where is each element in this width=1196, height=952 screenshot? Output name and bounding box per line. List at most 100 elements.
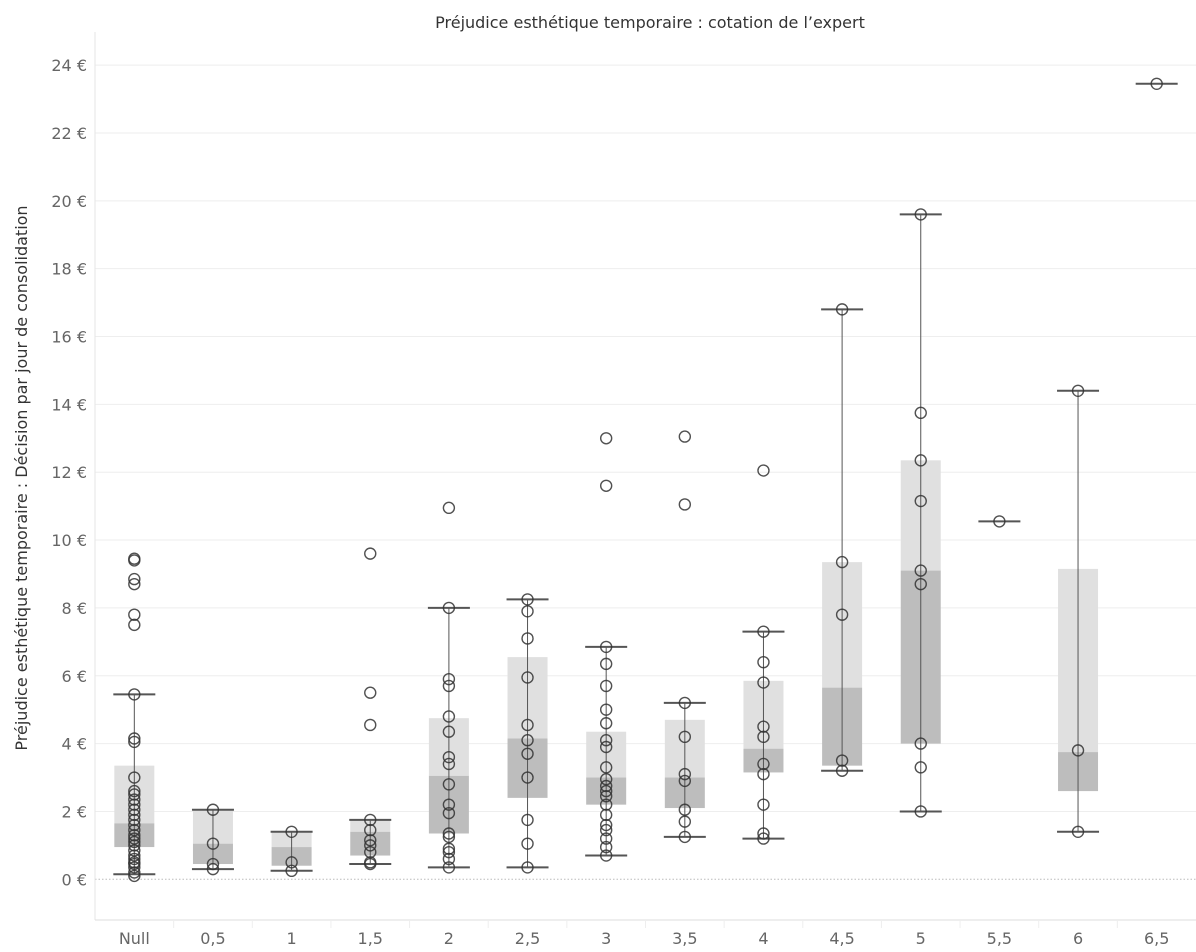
data-point: [442, 725, 456, 738]
data-point: [442, 845, 456, 859]
y-tick-label: 20 €: [51, 192, 87, 211]
data-point: [914, 208, 927, 221]
data-point: [442, 830, 456, 844]
x-tick-label: 1,5: [358, 929, 383, 948]
data-point: [442, 827, 456, 840]
data-point: [128, 618, 141, 632]
data-point: [442, 861, 456, 874]
data-point: [678, 767, 692, 781]
data-point: [678, 815, 692, 828]
data-point: [442, 757, 456, 771]
data-point: [128, 828, 141, 842]
y-tick-label: 4 €: [62, 735, 87, 754]
data-point: [442, 778, 456, 791]
data-point: [364, 856, 377, 869]
data-point: [914, 564, 927, 577]
data-point: [364, 686, 377, 699]
data-point: [442, 750, 456, 764]
data-point: [599, 717, 613, 730]
data-point: [364, 547, 377, 560]
x-tick-label: 5: [916, 929, 926, 948]
y-tick-label: 18 €: [51, 260, 87, 279]
x-tick-label: 5,5: [987, 929, 1012, 948]
data-point: [599, 789, 613, 803]
boxes: [113, 82, 1178, 876]
data-point: [521, 734, 534, 747]
data-point: [678, 430, 692, 443]
data-point: [364, 718, 377, 732]
x-tick-label: 3: [601, 929, 611, 948]
y-tick-label: 10 €: [51, 531, 87, 550]
data-point: [678, 730, 692, 744]
data-point: [835, 764, 849, 777]
x-tick-label: 2: [444, 929, 454, 948]
y-tick-label: 2 €: [62, 802, 87, 821]
data-point: [521, 771, 534, 784]
data-point: [757, 757, 770, 771]
x-tick-label: 0,5: [200, 929, 225, 948]
data-point: [442, 679, 456, 693]
data-point: [285, 825, 298, 838]
data-point: [678, 696, 692, 710]
y-tick-label: 24 €: [51, 56, 87, 75]
data-point: [521, 605, 534, 618]
gridlines: [95, 64, 1196, 880]
data-point: [521, 813, 534, 827]
data-point: [599, 808, 613, 822]
data-point: [442, 806, 456, 820]
data-point: [835, 303, 849, 316]
data-point: [914, 577, 927, 591]
data-point: [757, 720, 770, 733]
data-point: [128, 788, 141, 801]
y-tick-label: 22 €: [51, 124, 87, 143]
y-tick-label: 6 €: [62, 667, 87, 686]
data-point: [757, 625, 770, 638]
data-point: [128, 866, 141, 879]
data-point: [364, 845, 377, 859]
data-point: [364, 813, 377, 827]
data-point: [599, 818, 613, 832]
data-point: [1150, 77, 1163, 90]
data-point: [206, 803, 220, 816]
data-point: [128, 771, 141, 784]
y-tick-label: 16 €: [51, 328, 87, 347]
data-point: [128, 608, 141, 621]
data-point: [599, 703, 613, 716]
data-point: [128, 869, 141, 883]
data-point: [128, 798, 141, 811]
data-point: [442, 710, 456, 723]
data-point: [442, 798, 456, 811]
data-point: [678, 830, 692, 844]
x-tick-label: 2,5: [515, 929, 540, 948]
data-point: [128, 844, 141, 857]
data-point: [128, 552, 141, 565]
data-point: [835, 754, 849, 767]
chart-title: Préjudice esthétique temporaire : cotati…: [435, 13, 865, 32]
data-point: [757, 827, 770, 840]
data-point: [1071, 744, 1085, 757]
data-point: [914, 737, 927, 750]
data-point: [599, 823, 613, 837]
data-point: [835, 608, 849, 621]
data-point: [128, 818, 141, 832]
data-point: [206, 857, 220, 871]
data-point: [364, 823, 377, 837]
x-tick-label: 6,5: [1144, 929, 1169, 948]
data-point: [128, 832, 141, 845]
data-point: [206, 862, 220, 876]
x-tick-label: 4: [758, 929, 768, 948]
data-point: [678, 774, 692, 788]
axes: 0 € 2 € 4 € 6 € 8 € 10 € 12 € 14 € 16 € 18 € 20 € 2…: [51, 32, 1196, 948]
data-point: [678, 803, 692, 816]
data-point: [128, 732, 141, 745]
y-axis-title: Préjudice esthétique temporaire : Décisi…: [12, 205, 31, 750]
y-tick-label: 12 €: [51, 463, 87, 482]
data-point: [599, 432, 613, 445]
data-point: [521, 671, 534, 684]
y-tick-label: 8 €: [62, 599, 87, 618]
data-point: [599, 679, 613, 693]
data-point: [757, 832, 770, 845]
data-point: [128, 856, 141, 869]
